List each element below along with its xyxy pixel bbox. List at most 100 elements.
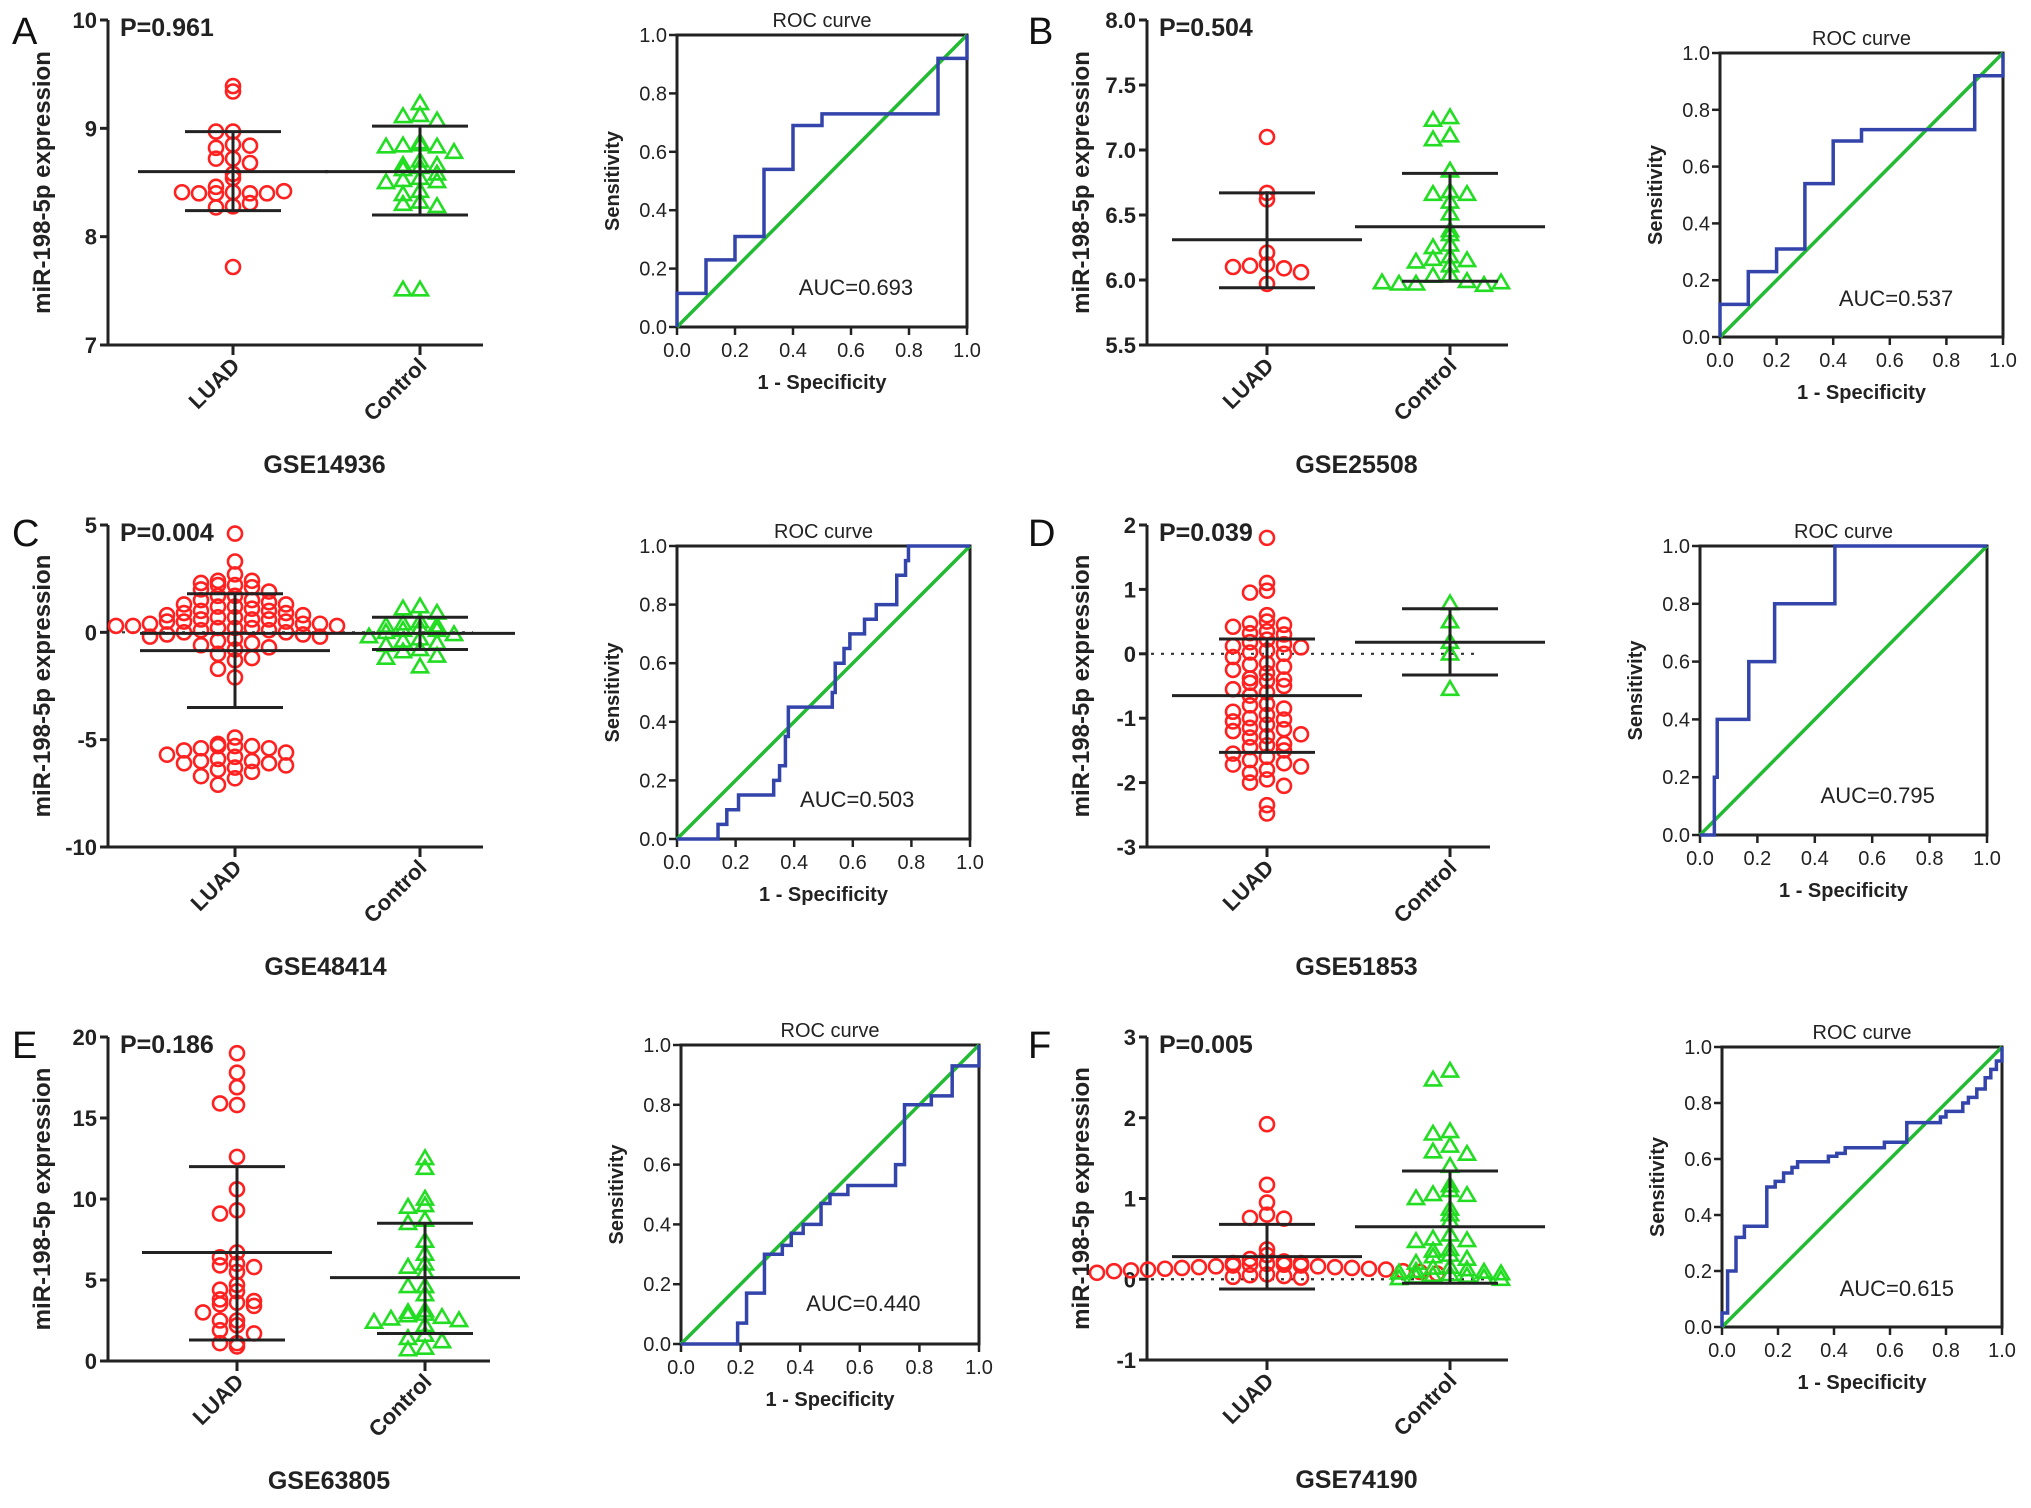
y-tick-label: 0.4 [639,200,667,222]
data-point-luad [1224,722,1242,740]
roc-title: ROC curve [1794,521,1893,543]
data-point-control [1456,183,1478,202]
roc-curve-line [681,1045,981,1346]
y-tick-label: 0.8 [639,83,667,105]
x-tick-label: 0.4 [1801,848,1829,870]
reference-diagonal-line [1718,51,2005,339]
y-axis-title: miR-198-5p expression [29,1068,56,1331]
x-tick-label: 0.8 [1916,848,1944,870]
data-point-luad [209,660,227,678]
data-point-luad [1156,1260,1174,1278]
data-point-luad [243,649,261,667]
data-point-control [1422,183,1444,202]
x-tick-label-luad: LUAD [1218,855,1279,916]
x-tick-label: 1.0 [956,852,984,874]
y-tick-label: 1 [1124,577,1136,602]
dataset-label: GSE74190 [1295,1466,1417,1494]
data-point-control [409,104,431,123]
x-tick-label: 0.2 [1743,848,1771,870]
auc-label: AUC=0.503 [800,787,914,812]
y-tick-label: -5 [77,728,97,753]
data-point-luad [192,581,210,598]
data-point-control [1422,1141,1444,1159]
data-point-control [426,195,448,214]
data-point-luad [1275,635,1293,653]
data-point-luad [228,1096,246,1114]
scatter-panel-E: E 0 5 10 15 20 miR-198-5p expression P=0.186 LUA… [12,1025,520,1495]
data-point-luad [175,604,193,622]
roc-x-axis-title: 1 - Specificity [766,1389,896,1411]
data-point-luad [192,602,210,620]
data-point-luad [228,1044,246,1062]
data-point-control [409,656,431,674]
data-point-control [414,1157,436,1176]
data-point-control [414,1147,436,1166]
data-point-luad [1139,1261,1157,1278]
data-point-control [1439,1135,1461,1153]
y-tick-label: 0.8 [1682,100,1710,122]
data-point-luad [241,194,259,212]
panel-letter: C [12,513,39,555]
y-tick-label: 0.2 [1662,767,1690,789]
roc-plot-frame [1720,1045,2004,1329]
data-point-luad [173,183,191,201]
data-point-luad [1122,1262,1140,1279]
data-point-control [1456,1265,1478,1283]
x-tick-label: 0.6 [846,1357,874,1379]
roc-title: ROC curve [1813,1022,1912,1044]
data-point-luad [1275,777,1293,795]
x-tick-label-control: Control [359,855,432,928]
panel-letter: F [1028,1025,1051,1067]
y-axis-title: miR-198-5p expression [29,555,56,818]
data-point-luad [1258,1194,1276,1211]
roc-plot-frame [1718,51,2005,339]
data-point-control [392,193,414,212]
roc-x-axis-title: 1 - Specificity [1797,382,1927,404]
data-point-control [392,135,414,153]
x-tick-label: 0.8 [905,1357,933,1379]
p-value-label: P=0.186 [120,1031,214,1059]
data-point-luad [1224,703,1242,721]
data-point-luad [226,566,244,583]
y-tick-label: 0.6 [1684,1149,1712,1171]
data-point-luad [260,593,278,611]
y-tick-label: 0.8 [1684,1093,1712,1115]
y-tick-label: 0.4 [643,1214,671,1236]
p-value-label: P=0.504 [1159,14,1253,42]
data-point-control [375,647,397,665]
data-point-control [1422,265,1444,284]
y-tick-label: 0.2 [1684,1261,1712,1283]
data-point-luad [243,600,261,618]
data-point-luad [1292,639,1310,656]
data-point-luad [226,576,244,594]
data-point-luad [1360,1260,1378,1278]
auc-label: AUC=0.795 [1821,783,1935,808]
reference-diagonal-line [1698,544,1989,837]
data-point-luad [209,750,227,768]
data-point-luad [1343,1259,1361,1277]
data-point-control [1405,1260,1427,1279]
x-tick-label: 0.6 [1876,1340,1904,1362]
auc-label: AUC=0.440 [806,1291,920,1316]
roc-curve-line [1718,53,2005,337]
y-tick-label: 0.0 [1662,825,1690,847]
data-point-control [1422,109,1444,127]
x-tick-label: 1.0 [953,340,981,362]
data-point-control [1422,1183,1444,1202]
data-point-control [1456,249,1478,268]
y-tick-label: 2 [1124,513,1136,538]
data-point-control [1371,272,1393,290]
y-axis-title: miR-198-5p expression [1068,51,1095,314]
data-point-luad [211,1249,229,1266]
data-point-luad [226,737,244,755]
panel-letter: D [1028,513,1055,555]
data-point-control [426,110,448,128]
data-point-control [414,1188,436,1206]
data-point-luad [209,776,227,794]
roc-title: ROC curve [1812,28,1911,50]
reference-diagonal-line [1720,1045,2004,1329]
data-point-control [1456,1143,1478,1161]
data-point-control [358,626,380,644]
data-point-luad [260,611,278,628]
y-tick-label: 1.0 [1684,1037,1712,1059]
